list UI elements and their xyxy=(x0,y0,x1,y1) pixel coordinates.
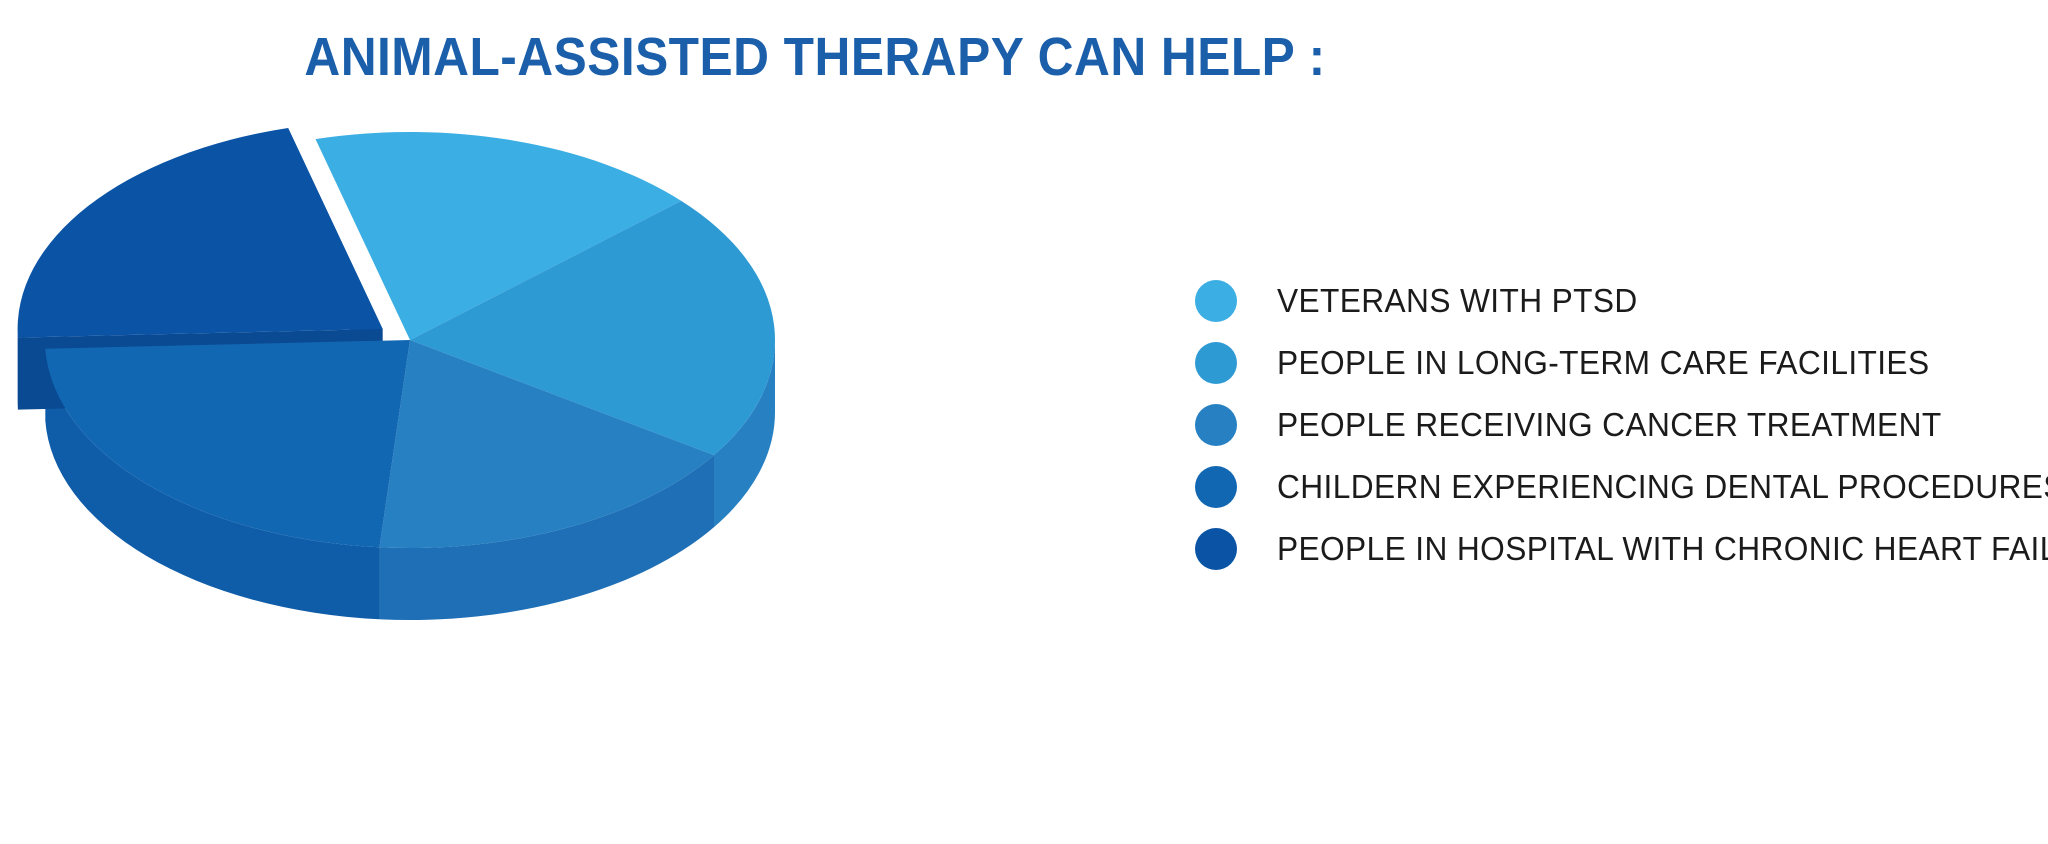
pie-top-faces xyxy=(17,128,775,548)
chart-legend: VETERANS WITH PTSD PEOPLE IN LONG-TERM C… xyxy=(1195,270,2048,580)
pie-slice-2[interactable] xyxy=(379,340,715,548)
pie-chart-3d xyxy=(0,110,1160,810)
legend-swatch-icon-2 xyxy=(1195,404,1237,446)
pie-slice-1[interactable] xyxy=(410,200,775,456)
legend-swatch-icon-3 xyxy=(1195,466,1237,508)
legend-item-4[interactable]: PEOPLE IN HOSPITAL WITH CHRONIC HEART FA… xyxy=(1195,518,2048,580)
pie-slice-side-1 xyxy=(714,340,775,528)
pie-slice-0[interactable] xyxy=(315,132,682,340)
legend-item-1[interactable]: PEOPLE IN LONG-TERM CARE FACILITIES xyxy=(1195,332,2035,394)
pie-slice-4[interactable] xyxy=(17,128,383,338)
legend-label-3: CHILDERN EXPERIENCING DENTAL PROCEDURES xyxy=(1277,468,2048,505)
pie-slice-side-2 xyxy=(379,455,715,620)
legend-swatch-icon-0 xyxy=(1195,280,1237,322)
legend-label-1: PEOPLE IN LONG-TERM CARE FACILITIES xyxy=(1277,344,1930,381)
legend-item-3[interactable]: CHILDERN EXPERIENCING DENTAL PROCEDURES xyxy=(1195,456,2048,518)
pie-slice-side-3 xyxy=(45,348,380,620)
pie-slice-3[interactable] xyxy=(45,340,411,548)
pie-chart-svg xyxy=(17,128,775,620)
legend-swatch-icon-4 xyxy=(1195,528,1237,570)
legend-label-0: VETERANS WITH PTSD xyxy=(1277,282,1638,319)
legend-label-2: PEOPLE RECEIVING CANCER TREATMENT xyxy=(1277,406,1942,443)
page-title: ANIMAL-ASSISTED THERAPY CAN HELP : xyxy=(304,27,1326,87)
legend-swatch-icon-1 xyxy=(1195,342,1237,384)
legend-label-4: PEOPLE IN HOSPITAL WITH CHRONIC HEART FA… xyxy=(1277,530,2048,567)
legend-item-2[interactable]: PEOPLE RECEIVING CANCER TREATMENT xyxy=(1195,394,2035,456)
legend-item-0[interactable]: VETERANS WITH PTSD xyxy=(1195,270,2035,332)
